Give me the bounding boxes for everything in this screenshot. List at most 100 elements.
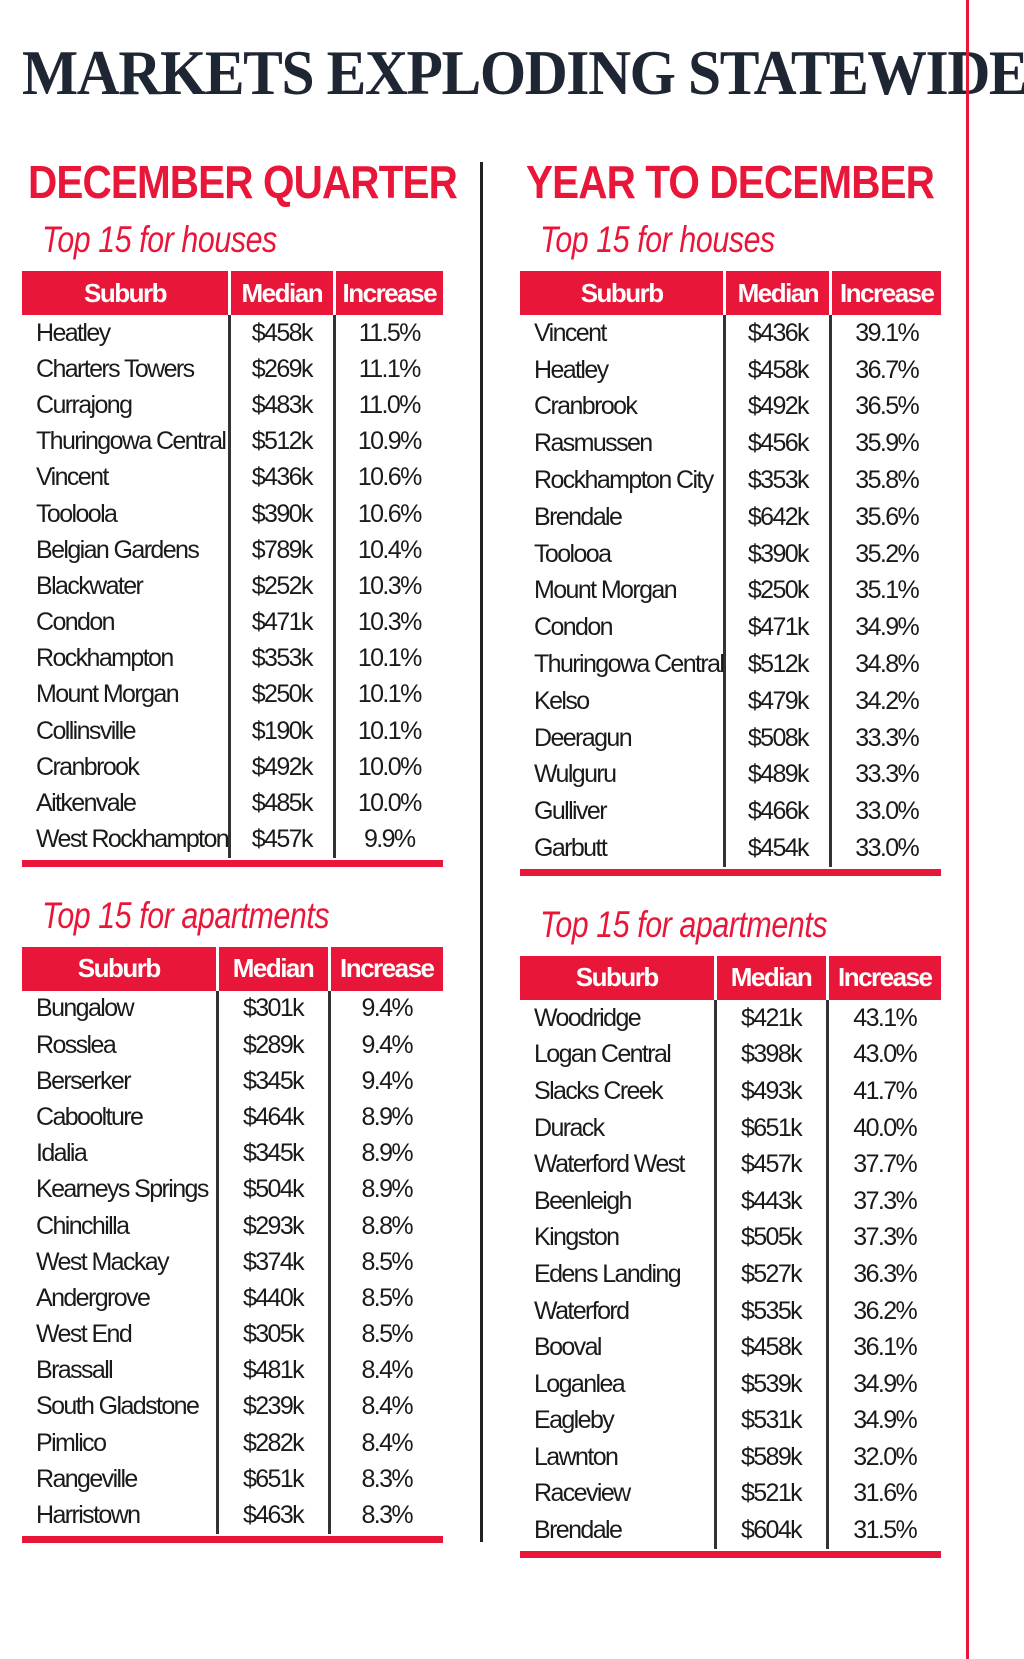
cell-increase: 34.9% — [825, 1365, 941, 1403]
cell-suburb: Kingston — [534, 1223, 620, 1252]
cell-median: $421k — [713, 999, 827, 1037]
cell-median: $464k — [215, 1099, 329, 1136]
cell-increase: 35.2% — [829, 535, 941, 573]
table-row: Rasmussen $456k 35.9% — [520, 425, 941, 463]
cell-median: $471k — [723, 609, 831, 647]
cell-suburb: Rangeville — [36, 1464, 138, 1493]
cell-suburb: Brendale — [534, 1516, 623, 1545]
cell-median: $293k — [215, 1207, 329, 1245]
table-row: Currajong $483k 11.0% — [22, 387, 443, 424]
table-row: Vincent $436k 10.6% — [22, 459, 443, 496]
cell-suburb: Kelso — [534, 686, 590, 715]
cell-median: $390k — [723, 535, 831, 573]
cell-median: $443k — [713, 1182, 827, 1220]
cell-increase: 10.9% — [332, 423, 443, 460]
cell-increase: 35.6% — [829, 498, 941, 536]
cell-increase: 33.0% — [829, 793, 941, 831]
cell-increase: 8.8% — [327, 1207, 443, 1245]
cell-median: $353k — [723, 462, 831, 499]
cell-median: $789k — [228, 532, 335, 569]
cell-increase: 32.0% — [825, 1439, 941, 1476]
cell-median: $505k — [713, 1219, 827, 1257]
cell-increase: 9.4% — [327, 1027, 443, 1064]
table-row: Rockhampton $353k 10.1% — [22, 640, 443, 677]
table-row: Collinsville $190k 10.1% — [22, 713, 443, 750]
apartments-table: Suburb Median Increase Woodridge $421k 43.1% L… — [520, 955, 941, 1549]
cell-suburb: Currajong — [36, 390, 133, 419]
cell-suburb: Woodridge — [534, 1003, 642, 1032]
cell-increase: 10.6% — [332, 495, 443, 533]
cell-median: $436k — [723, 315, 831, 352]
cell-increase: 10.0% — [332, 785, 443, 822]
cell-median: $305k — [215, 1316, 329, 1353]
table-row: Logan Central $398k 43.0% — [520, 1036, 941, 1074]
cell-suburb: Slacks Creek — [534, 1076, 664, 1105]
cell-median: $301k — [215, 990, 329, 1027]
cell-suburb: Caboolture — [36, 1102, 144, 1131]
cell-suburb: West Mackay — [36, 1247, 170, 1276]
cell-increase: 8.4% — [327, 1425, 443, 1462]
cell-median: $239k — [215, 1388, 329, 1426]
cell-increase: 31.5% — [825, 1512, 941, 1549]
cell-suburb: Raceview — [534, 1479, 631, 1508]
houses-subheading: Top 15 for houses — [540, 219, 775, 260]
table-row: Andergrove $440k 8.5% — [22, 1280, 443, 1317]
cell-increase: 8.5% — [327, 1244, 443, 1281]
table-row: Vincent $436k 39.1% — [520, 315, 941, 352]
table-row: South Gladstone $239k 8.4% — [22, 1388, 443, 1426]
table-header-row: Suburb Median Increase — [520, 955, 941, 1000]
cell-increase: 36.1% — [825, 1329, 941, 1366]
cell-suburb: West End — [36, 1320, 133, 1349]
cell-median: $642k — [723, 498, 831, 536]
table-row: Raceview $521k 31.6% — [520, 1475, 941, 1513]
cell-median: $535k — [713, 1292, 827, 1330]
cell-suburb: Rasmussen — [534, 429, 653, 458]
table-header-row: Suburb Median Increase — [22, 946, 443, 991]
cell-increase: 34.2% — [829, 682, 941, 720]
table-header-row: Suburb Median Increase — [520, 271, 941, 315]
cell-median: $250k — [723, 572, 831, 610]
cell-increase: 11.1% — [332, 351, 443, 388]
apartments-table-wrap: Suburb Median Increase Woodridge $421k 43.1% L… — [520, 955, 941, 1558]
cell-increase: 10.1% — [332, 713, 443, 750]
cell-increase: 34.9% — [825, 1402, 941, 1440]
houses-table: Suburb Median Increase Vincent $436k 39.1% Hea… — [520, 271, 941, 867]
cell-increase: 9.4% — [327, 990, 443, 1027]
cell-increase: 10.0% — [332, 749, 443, 786]
cell-median: $492k — [723, 388, 831, 426]
table-row: Durack $651k 40.0% — [520, 1109, 941, 1147]
cell-increase: 36.2% — [825, 1292, 941, 1330]
cell-suburb: Waterford West — [534, 1150, 685, 1179]
column-header-median: Median — [215, 946, 329, 991]
table-row: Belgian Gardens $789k 10.4% — [22, 532, 443, 569]
cell-increase: 8.9% — [327, 1171, 443, 1208]
cell-suburb: Garbutt — [534, 834, 608, 863]
cell-median: $521k — [713, 1475, 827, 1513]
table-row: Loganlea $539k 34.9% — [520, 1365, 941, 1403]
table-row: Toolooa $390k 35.2% — [520, 535, 941, 573]
table-row: Cranbrook $492k 10.0% — [22, 749, 443, 786]
cell-increase: 31.6% — [825, 1475, 941, 1513]
cell-suburb: Thuringowa Central — [534, 650, 725, 679]
column-header-suburb: Suburb — [22, 946, 217, 991]
section-year-to-december: YEAR TO DECEMBER Top 15 for houses Suburb M… — [520, 155, 941, 1558]
page-title: MARKETS EXPLODING STATEWIDE — [22, 37, 1024, 108]
cell-median: $458k — [713, 1329, 827, 1366]
cell-median: $398k — [713, 1036, 827, 1074]
cell-suburb: Booval — [534, 1333, 602, 1362]
cell-median: $390k — [228, 495, 335, 533]
cell-suburb: Mount Morgan — [534, 576, 678, 605]
cell-suburb: Belgian Gardens — [36, 535, 200, 564]
cell-median: $457k — [713, 1146, 827, 1183]
cell-median: $489k — [723, 756, 831, 794]
section-december-quarter: DECEMBER QUARTER Top 15 for houses Suburb M… — [22, 155, 458, 1543]
cell-increase: 10.3% — [332, 604, 443, 641]
cell-suburb: Edens Landing — [534, 1259, 682, 1288]
cell-suburb: Thuringowa Central — [36, 427, 227, 456]
cell-increase: 8.9% — [327, 1099, 443, 1136]
table-row: Idalia $345k 8.9% — [22, 1135, 443, 1172]
cell-suburb: Blackwater — [36, 571, 144, 600]
cell-suburb: Heatley — [36, 318, 111, 347]
cell-median: $512k — [723, 646, 831, 683]
cell-median: $539k — [713, 1365, 827, 1403]
